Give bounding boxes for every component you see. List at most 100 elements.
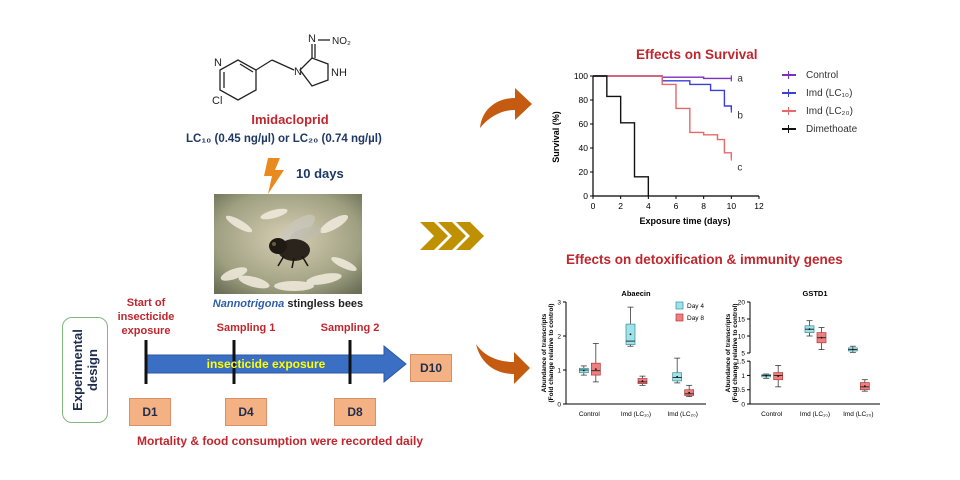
cl-atom: Cl [212,95,222,107]
x-tick-label: 2 [618,201,623,211]
bee-species: Nannotrigona [212,298,285,310]
curved-arrow-down-icon [476,344,530,384]
day-box-d4: D4 [225,398,267,426]
legend-control: Control [782,66,857,84]
y-tick-label: 0.5 [736,387,745,394]
box-day-4 [578,365,589,376]
survival-heading: Effects on Survival [636,47,758,62]
data-point [594,368,597,371]
survival-xlabel: Exposure time (days) [639,216,730,226]
bee-caption: Nannotrigona stingless bees [200,298,376,310]
box-day-8 [816,327,827,350]
curved-arrow-up-icon [480,88,532,128]
legend-label: Day 4 [687,303,704,310]
lightning-icon [264,158,284,194]
legend-swatch [782,89,796,97]
y-tick-label: 2 [557,334,561,341]
dose-line: LC₁₀ (0.45 ng/µl) or LC₂₀ (0.74 ng/µl) [186,133,406,145]
nh-atom: NH [331,67,347,79]
no2-group: NO₂ [332,36,351,47]
x-tick-label: 4 [646,201,651,211]
imidacloprid-structure: Cl N N NH N NO₂ [212,33,351,107]
day-box-d10: D10 [410,354,452,382]
timeline-arrow [144,340,407,384]
survival-series-line [593,75,733,158]
sampling2-label: Sampling 2 [320,322,380,334]
category-label: Control [761,411,783,418]
category-label: Imd (LC₂₀) [843,411,874,418]
survival-ylabel: Survival (%) [551,111,561,163]
y-tick-label: 10 [738,334,746,341]
y-tick-label: 20 [579,167,589,177]
data-point [863,385,866,388]
n-atom-imine: N [308,33,316,45]
x-tick-label: 12 [754,201,764,211]
box-day-8 [859,379,870,392]
y-tick-label: 60 [579,119,589,129]
n-atom-pyridine: N [214,57,222,69]
x-tick-label: 0 [591,201,596,211]
bee-suffix: stingless bees [287,298,364,310]
y-tick-label: 5 [741,351,745,358]
y-tick-label: 1 [557,368,561,375]
abaecin-chart: 0 1 2 3 Abaecin Abundance of transcripts(Fold… [541,289,706,418]
y-tick-label: 80 [579,95,589,105]
chevrons-icon [420,222,484,250]
data-point [820,336,823,339]
box-day-4 [761,373,772,379]
y-tick-label: 1 [741,373,745,380]
y-tick-label: 0 [583,191,588,201]
box-day-8 [590,343,601,383]
category-label: Imd (LC₂₀) [667,411,698,418]
legend-label: Control [806,69,839,81]
exposure-label: insecticide exposure [206,357,326,371]
box-day-4 [625,306,636,347]
day-box-d8: D8 [334,398,376,426]
significance-letter: b [737,111,743,122]
or-label: or [278,133,290,145]
start-label: Start of insecticide exposure [117,297,175,337]
legend-lc20: Imd (LC₂₀) [782,102,857,120]
legend-swatch [675,313,684,322]
legend-swatch [782,71,796,79]
x-tick-label: 10 [727,201,737,211]
data-point [808,328,811,331]
duration-label: 10 days [296,166,344,181]
legend-dimethoate: Dimethoate [782,120,857,138]
daily-note: Mortality & food consumption were record… [137,434,424,448]
y-tick-label: 1.5 [736,359,745,366]
lc20-label: LC₂₀ [292,133,319,145]
box-day-8 [637,375,648,386]
data-point [629,333,632,336]
legend-label: Imd (LC₂₀) [806,105,853,117]
box-day-8 [773,365,784,388]
y-tick-label: 15 [738,317,746,324]
lc20-value: (0.74 ng/µl) [321,133,382,145]
data-point [777,375,780,378]
day-box-d1: D1 [129,398,171,426]
data-point [676,375,679,378]
box-day-8 [684,384,695,397]
legend-label: Day 8 [687,315,704,322]
boxplot-ylabel: Abundance of transcripts(Fold change rel… [725,304,739,403]
legend-lc10: Imd (LC₁₀) [782,84,857,102]
category-label: Imd (LC₁₀) [621,411,651,418]
significance-letter: c [737,163,742,174]
compound-name: Imidacloprid [251,112,329,127]
data-point [765,374,768,377]
data-point [688,391,691,394]
survival-legend: Control Imd (LC₁₀) Imd (LC₂₀) Dimethoate [782,66,857,138]
data-point [851,348,854,351]
x-tick-label: 8 [701,201,706,211]
x-tick-label: 6 [674,201,679,211]
box-day-4 [847,345,858,353]
data-point [582,369,585,372]
legend-swatch [782,107,796,115]
category-label: Imd (LC₁₀) [800,411,830,418]
design-frame: Experimental design [62,317,108,423]
survival-chart: 0 2 4 6 8 10 12 0 20 40 60 80 100 a b c Exposure time … [551,71,764,226]
lc10-value: (0.45 ng/µl) [214,133,275,145]
boxplot-ylabel: Abundance of transcripts(Fold change rel… [541,304,555,403]
sampling1-label: Sampling 1 [216,322,276,334]
